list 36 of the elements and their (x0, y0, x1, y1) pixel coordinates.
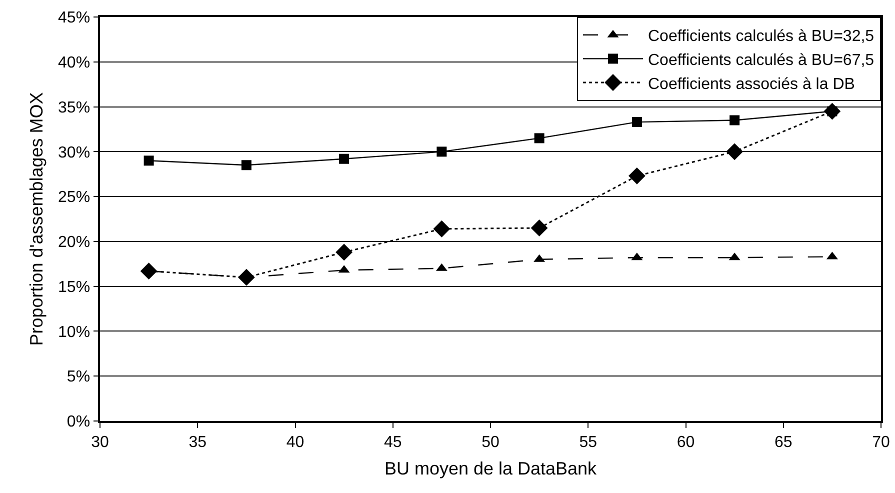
y-tick-label: 30% (58, 144, 90, 162)
point (339, 154, 350, 164)
x-tick-label: 70 (872, 434, 890, 451)
x-axis-title: BU moyen de la DataBank (384, 458, 598, 479)
x-tick-label: 35 (188, 434, 207, 451)
y-tick-label: 20% (58, 234, 90, 252)
x-tick-label: 50 (482, 434, 500, 451)
point (336, 244, 353, 261)
y-tick-label: 45% (58, 10, 90, 27)
point (628, 167, 646, 184)
y-tick-label: 5% (66, 368, 90, 386)
x-tick-label: 60 (676, 434, 695, 451)
legend-label: Coefficients calculés à BU=67,5 (648, 52, 874, 69)
point (436, 146, 447, 157)
x-tick-label: 40 (286, 434, 304, 451)
point (632, 117, 642, 128)
point (726, 143, 744, 160)
point (534, 133, 544, 144)
x-tick-label: 65 (774, 434, 792, 451)
point (433, 220, 450, 238)
point (241, 160, 252, 170)
x-tick-label: 55 (579, 434, 598, 451)
point (530, 220, 548, 236)
y-tick-label: 35% (58, 99, 90, 116)
y-tick-label: 25% (58, 189, 90, 206)
y-tick-label: 40% (58, 54, 90, 72)
point (144, 156, 154, 166)
y-tick-label: 10% (58, 324, 90, 341)
point (730, 115, 740, 126)
y-tick-label: 0% (66, 414, 90, 431)
y-tick-label: 15% (58, 278, 90, 296)
y-axis-title: Proportion d'assemblages MOX (26, 92, 47, 346)
x-tick-label: 30 (91, 434, 109, 451)
legend-label: Coefficients calculés à BU=32,5 (648, 28, 874, 46)
x-tick-label: 45 (384, 434, 402, 451)
legend-label: Coefficients associés à la DB (648, 76, 855, 93)
